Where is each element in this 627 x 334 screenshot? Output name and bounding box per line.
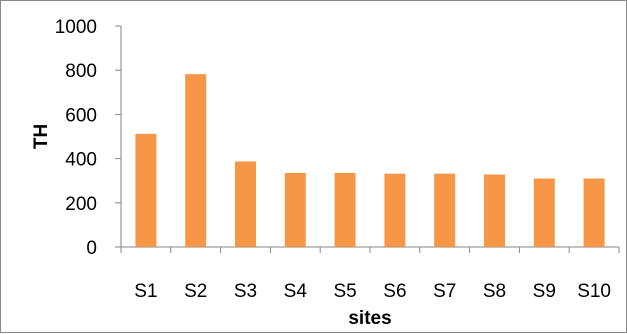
bar-s10 (583, 178, 605, 247)
y-tick-label: 600 (65, 105, 97, 126)
y-tick-label: 1000 (55, 17, 97, 38)
y-tick-label: 0 (86, 238, 97, 259)
x-axis (120, 246, 620, 253)
x-tick-label: S2 (184, 281, 207, 302)
bar-s6 (384, 173, 406, 247)
bar-s8 (484, 174, 505, 247)
x-tick-labels: S1 S2 S3 S4 S5 S6 S7 S8 S9 S10 (134, 281, 611, 302)
bar-s4 (284, 172, 306, 247)
y-tick-label: 400 (65, 150, 97, 171)
bar-s1 (135, 133, 157, 247)
bar-s7 (434, 173, 456, 247)
x-tick-label: S10 (577, 281, 611, 302)
x-tick-label: S8 (483, 281, 506, 302)
x-tick-label: S5 (333, 281, 356, 302)
x-tick-label: S4 (284, 281, 308, 302)
x-tick-label: S6 (383, 281, 406, 302)
bar-s2 (185, 74, 207, 247)
x-tick-label: S1 (134, 281, 157, 302)
bar-s3 (235, 161, 256, 247)
x-tick-label: S9 (533, 281, 556, 302)
x-tick-label: S3 (234, 281, 257, 302)
bar-s9 (533, 178, 555, 247)
y-tick-label: 200 (65, 194, 97, 215)
x-tick-label: S7 (433, 281, 456, 302)
x-axis-title: sites (348, 308, 391, 329)
y-tick-label: 800 (65, 61, 97, 82)
y-tick-labels: 0 200 400 600 800 1000 (55, 17, 97, 259)
y-axis (115, 25, 122, 248)
y-axis-title: TH (31, 124, 52, 149)
bars-group (135, 74, 605, 247)
bar-s5 (334, 172, 356, 247)
